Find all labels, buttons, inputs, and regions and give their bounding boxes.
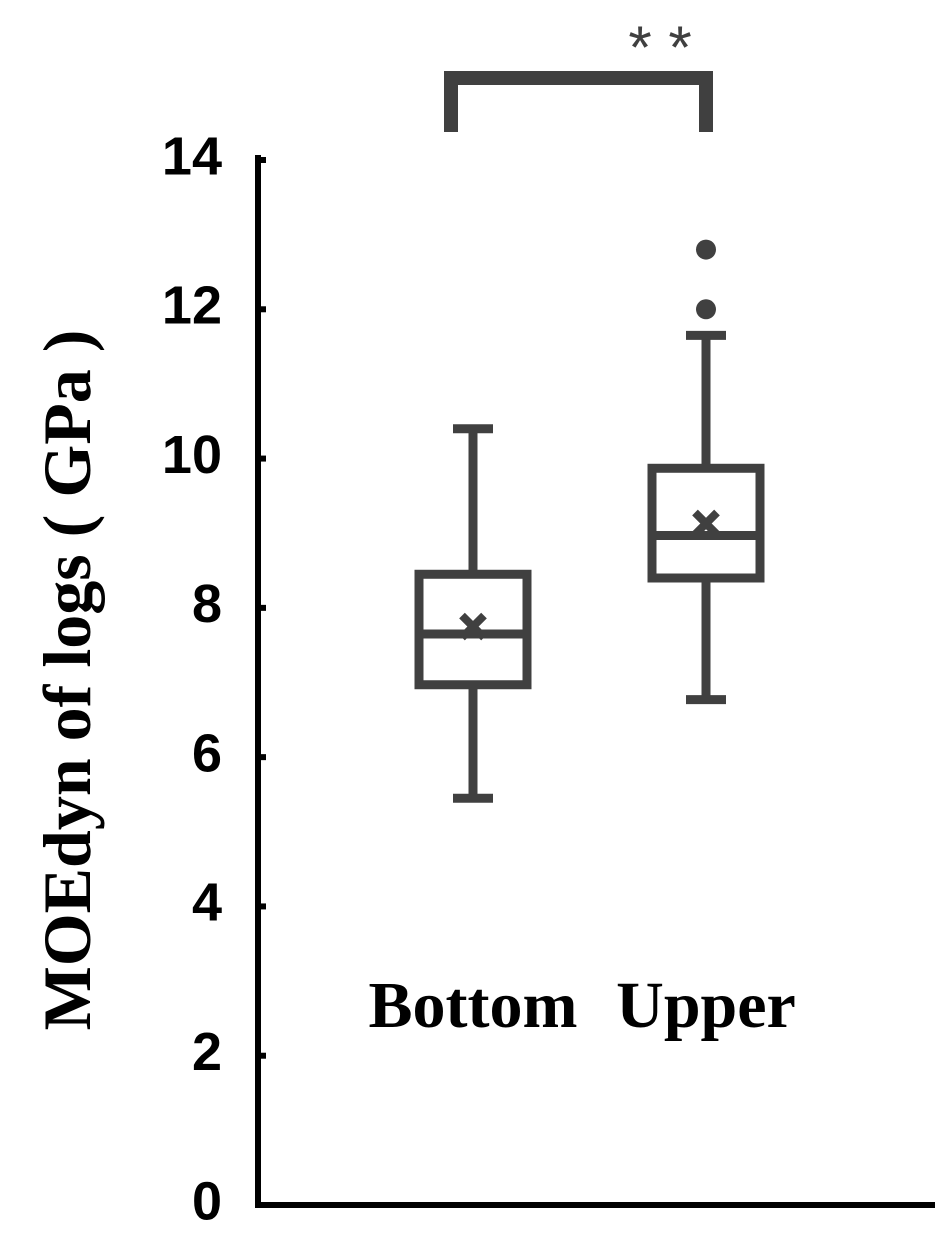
y-axis-label: MOEdyn of logs ( GPa ) (29, 330, 105, 1031)
category-label: Bottom (369, 969, 578, 1042)
mean-marker (459, 612, 487, 641)
mean-marker (692, 509, 720, 538)
outlier (696, 299, 716, 320)
y-tick-label: 8 (192, 574, 222, 634)
outlier (696, 239, 716, 260)
significance-bracket (444, 71, 713, 132)
y-tick-label: 12 (162, 276, 222, 336)
category-label: Upper (616, 969, 796, 1042)
y-tick-label: 2 (192, 1022, 222, 1082)
y-tick-label: 10 (162, 425, 222, 485)
y-tick-label: 6 (192, 723, 222, 783)
significance-annotation: * * (628, 14, 691, 81)
y-tick-label: 14 (162, 126, 222, 186)
y-tick-label: 0 (192, 1171, 222, 1231)
y-tick-label: 4 (192, 873, 222, 933)
